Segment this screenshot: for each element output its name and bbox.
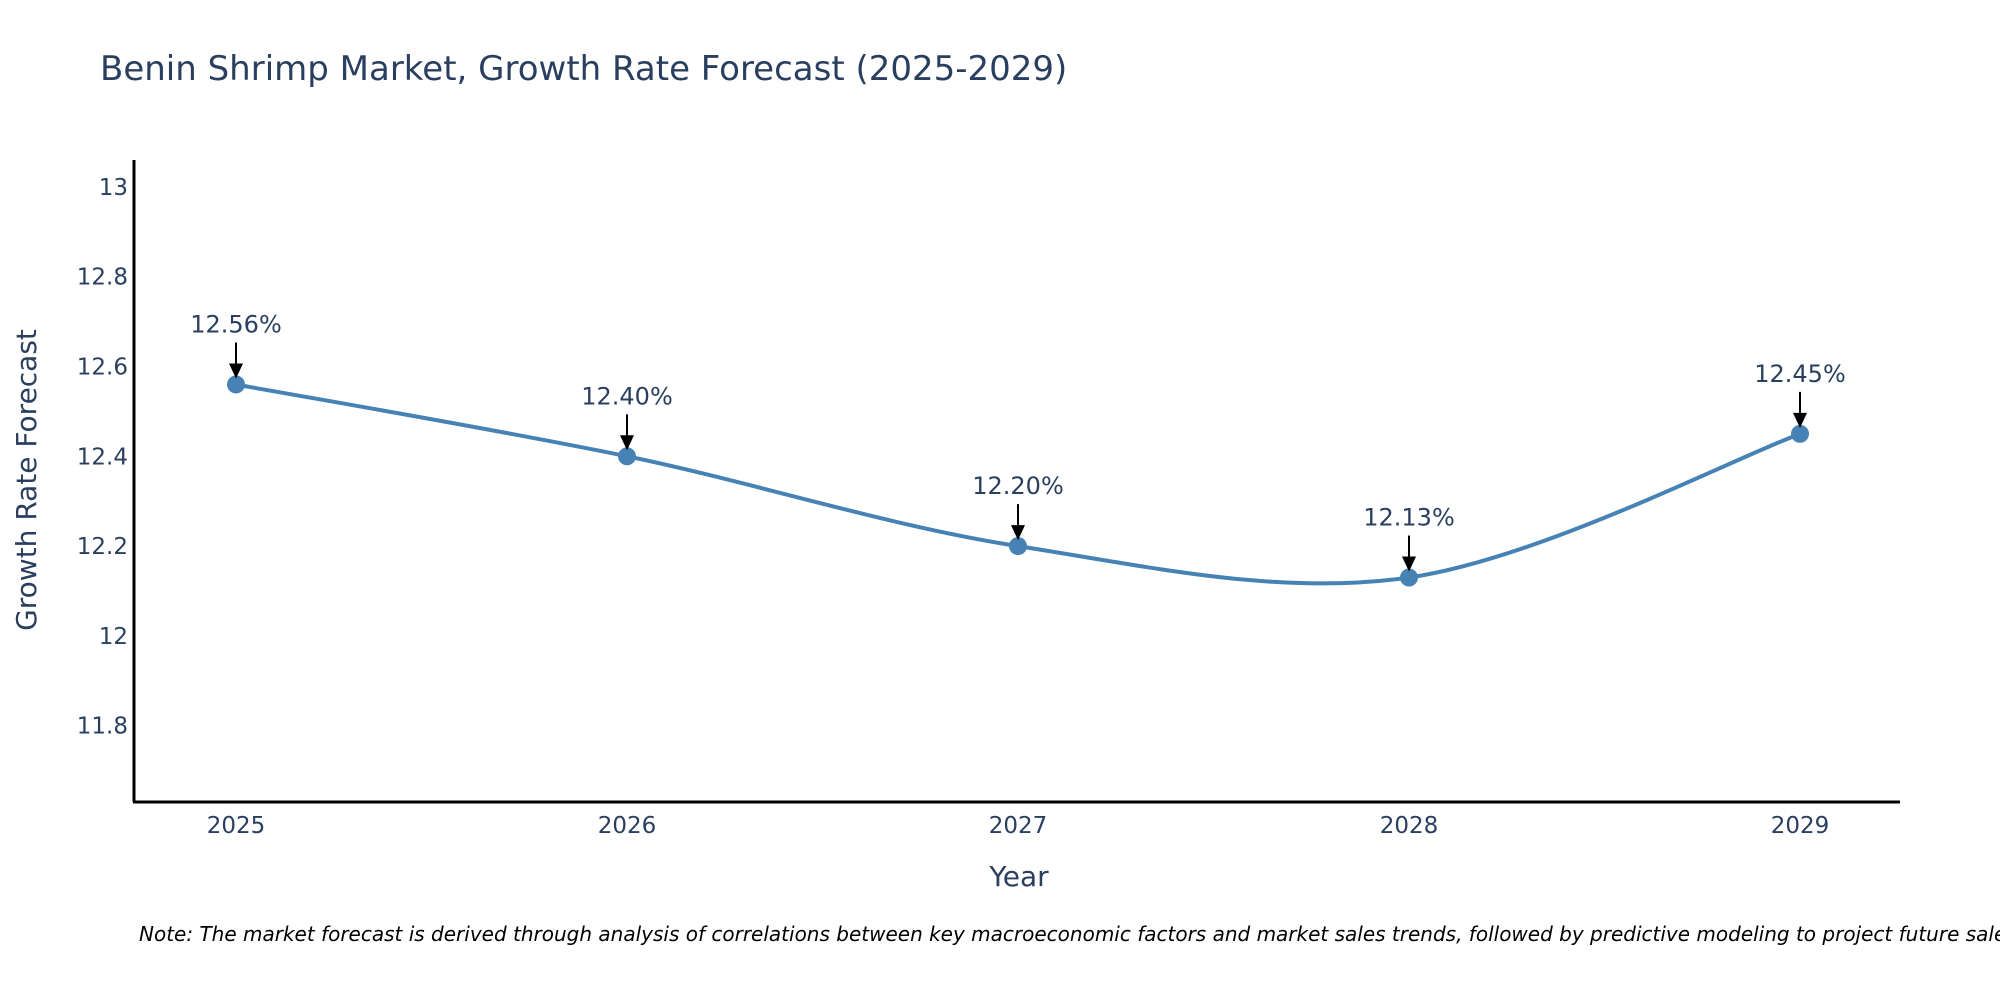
annotation-arrow-head — [1402, 556, 1416, 572]
x-tick-label: 2027 — [989, 813, 1048, 839]
data-annotation: 12.56% — [190, 310, 282, 379]
x-tick-label: 2028 — [1380, 813, 1439, 839]
y-tick-label: 11.8 — [77, 714, 128, 740]
data-point-marker — [1400, 568, 1418, 587]
data-label: 12.40% — [581, 382, 673, 410]
data-label: 12.45% — [1754, 360, 1846, 388]
y-tick-label: 12.8 — [77, 265, 128, 291]
y-ticks: 11.8 12 12.2 12.4 12.6 12.8 13 — [77, 175, 128, 740]
annotation-arrow-head — [229, 363, 243, 379]
data-annotation: 12.20% — [972, 472, 1064, 541]
chart-title: Benin Shrimp Market, Growth Rate Forecas… — [100, 49, 1067, 89]
y-axis-title: Growth Rate Forecast — [10, 329, 43, 631]
annotation-arrow-head — [1793, 412, 1807, 428]
data-label: 12.56% — [190, 310, 282, 338]
footnote: Note: The market forecast is derived thr… — [139, 922, 2000, 946]
annotation-arrow-head — [1011, 525, 1025, 541]
x-tick-label: 2029 — [1771, 813, 1830, 839]
y-tick-label: 12.6 — [77, 355, 128, 381]
x-tick-label: 2025 — [207, 813, 266, 839]
data-label: 12.13% — [1363, 504, 1455, 532]
y-tick-label: 12 — [99, 624, 128, 650]
x-axis-title: Year — [988, 860, 1049, 893]
y-tick-label: 13 — [99, 175, 128, 201]
data-point-marker — [1791, 424, 1809, 443]
annotation-arrow-head — [620, 435, 634, 451]
data-annotations: 12.56% 12.40% 12.20% 12.13% 12.45% — [190, 310, 1846, 572]
x-tick-label: 2026 — [598, 813, 657, 839]
data-point-marker — [1009, 537, 1027, 556]
data-markers — [227, 375, 1809, 587]
data-point-marker — [618, 447, 636, 466]
x-ticks: 2025 2026 2027 2028 2029 — [207, 813, 1830, 839]
data-annotation: 12.45% — [1754, 360, 1846, 428]
data-point-marker — [227, 375, 245, 394]
data-annotation: 12.13% — [1363, 504, 1455, 572]
y-tick-label: 12.4 — [77, 444, 128, 470]
data-annotation: 12.40% — [581, 382, 673, 451]
data-label: 12.20% — [972, 472, 1064, 500]
y-tick-label: 12.2 — [77, 534, 128, 560]
